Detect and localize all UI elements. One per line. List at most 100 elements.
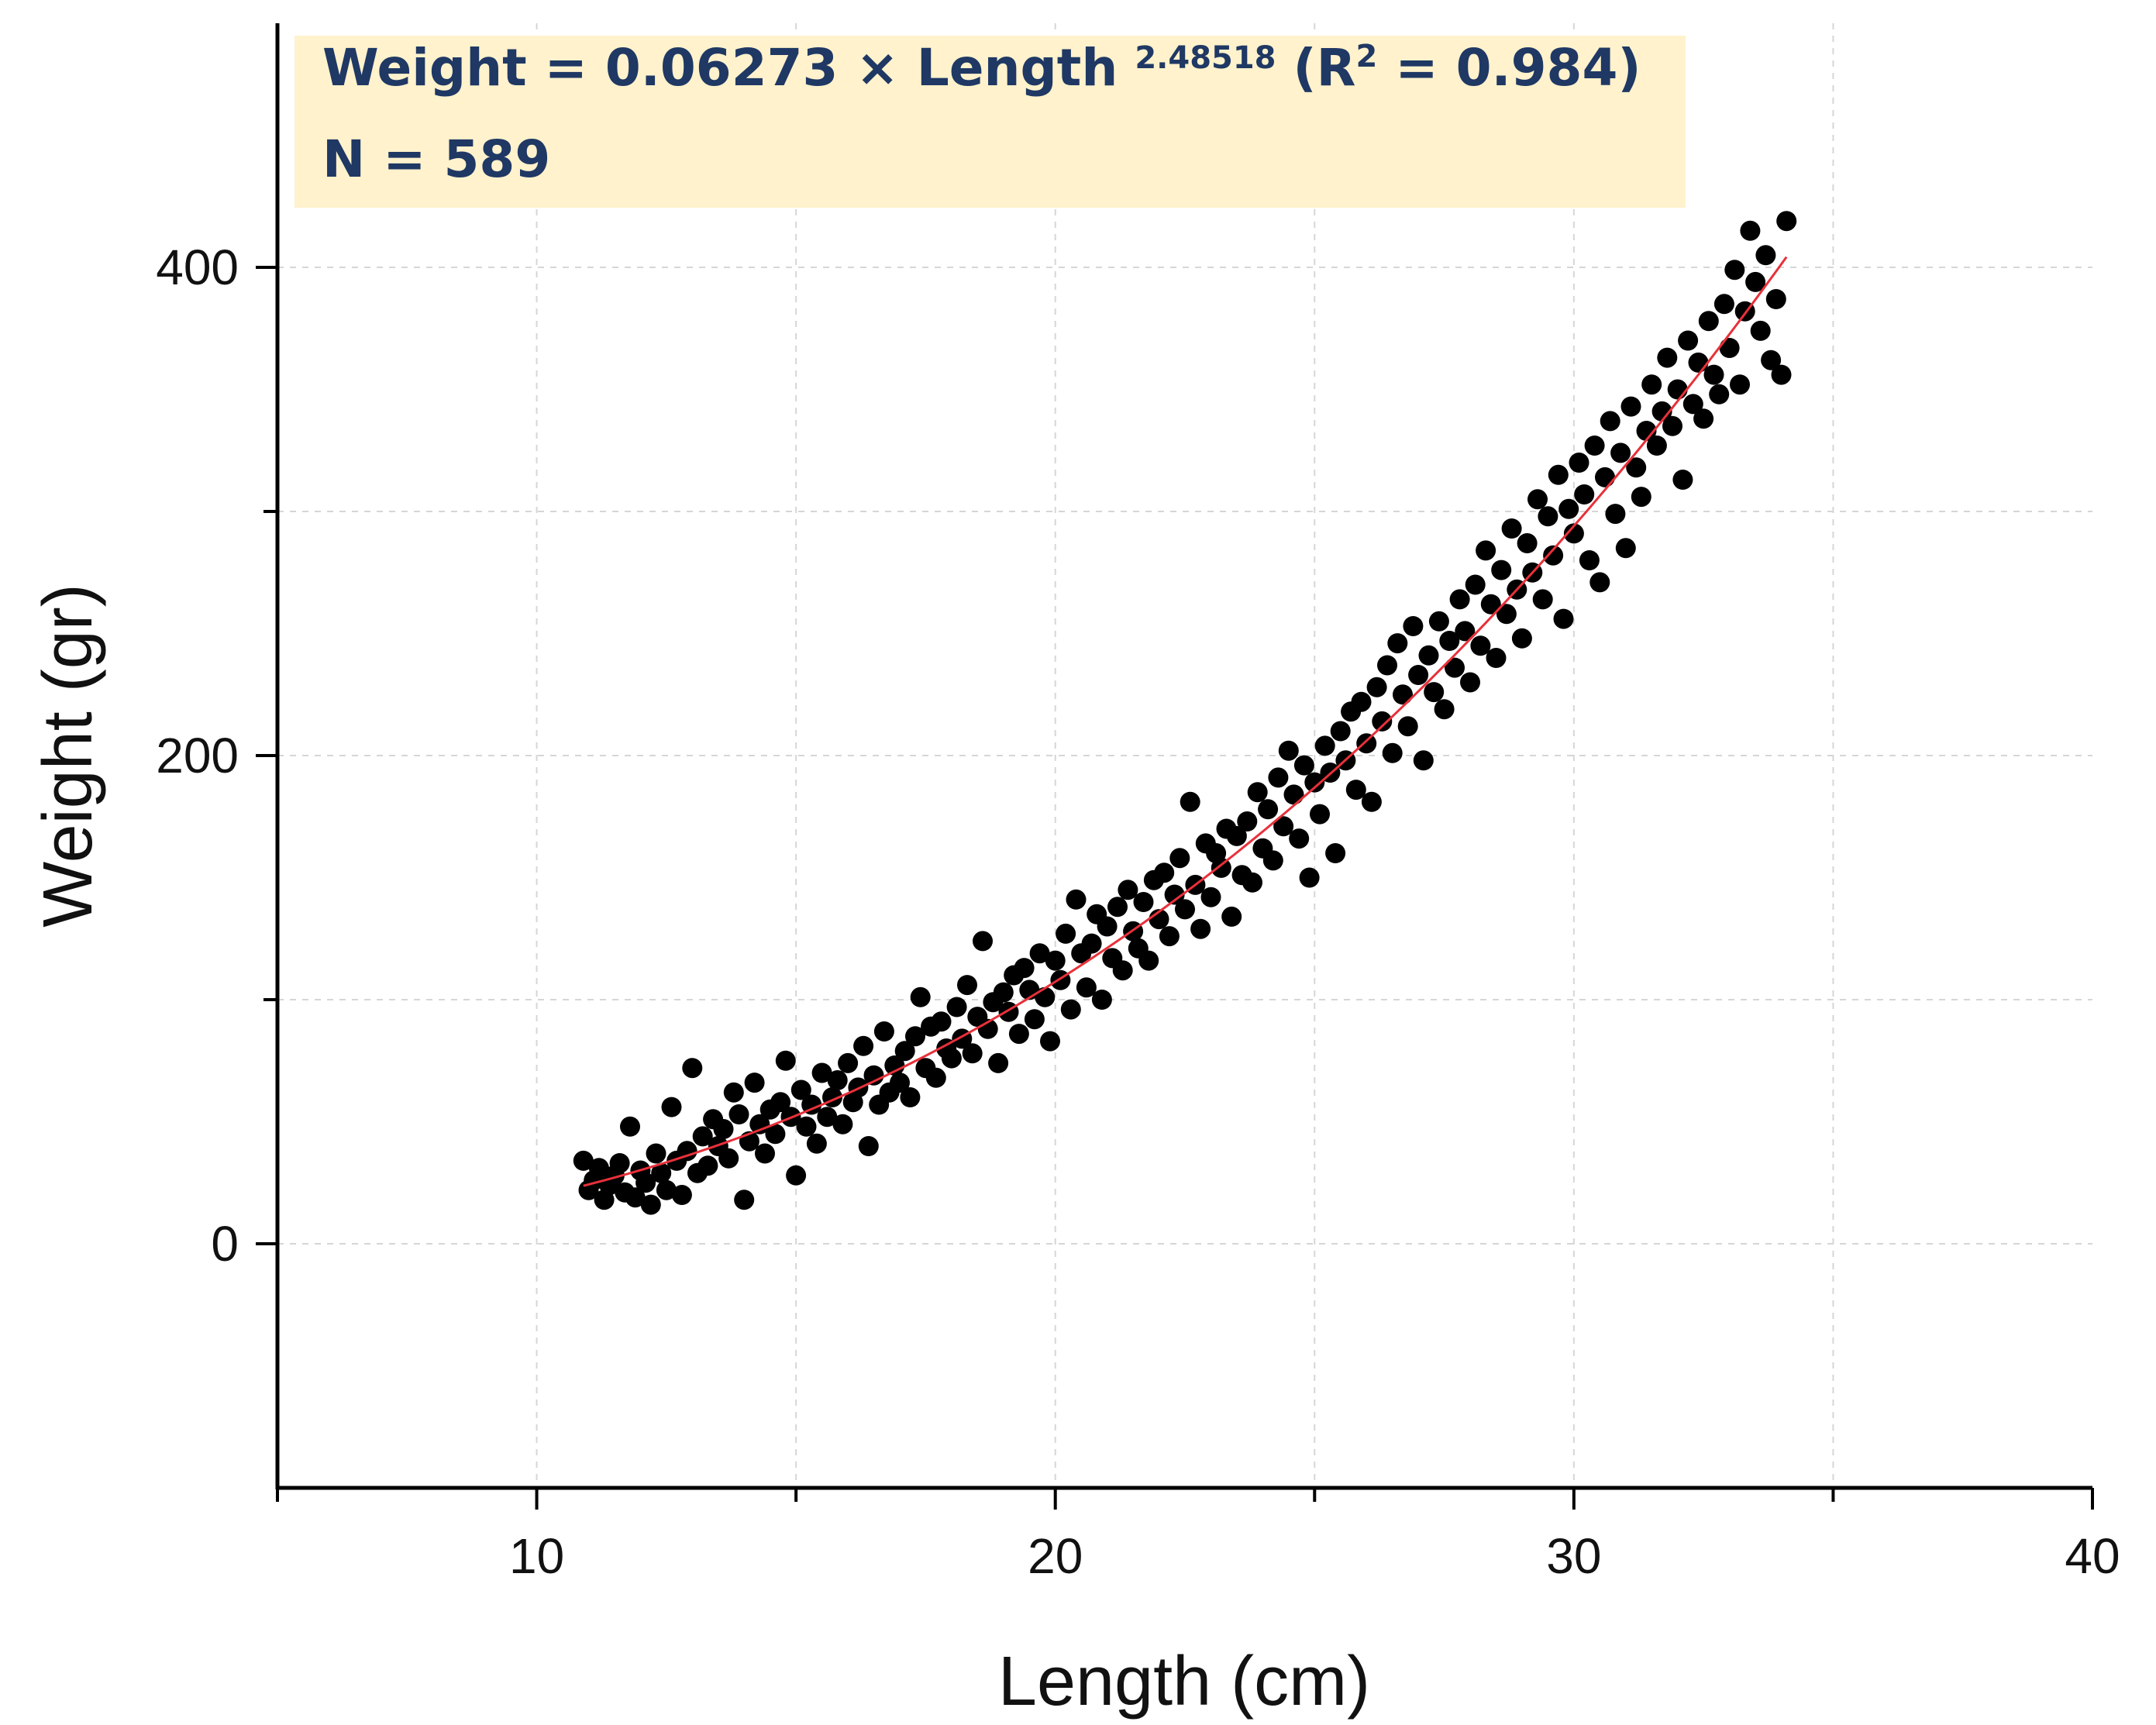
data-point [811,1062,832,1083]
r2-open: (R [1293,38,1356,98]
data-point [962,1043,983,1064]
data-point [1579,550,1600,570]
data-point [1538,506,1558,527]
data-point [1641,374,1662,395]
data-point [1361,791,1382,812]
grid-lines [277,23,2092,1488]
data-point [1283,784,1304,805]
data-point [1465,574,1486,595]
data-point [697,1155,718,1176]
data-point [1428,611,1449,632]
data-point [1563,523,1584,544]
data-point [1330,721,1351,742]
data-point [1081,933,1102,954]
data-point [853,1035,874,1056]
data-point [609,1153,630,1173]
data-point [1558,498,1579,519]
data-point [1413,750,1434,771]
x-tick-label: 40 [2065,1528,2120,1584]
data-point [1709,384,1730,405]
data-point [728,1104,749,1124]
data-point [1159,926,1180,947]
axes [256,23,2094,1510]
r2-superscript: 2 [1356,39,1378,74]
data-point [1589,572,1610,593]
data-point [1455,621,1476,642]
data-point [1470,635,1491,656]
fit-curve [583,256,1788,1187]
data-point [1408,665,1429,685]
data-point [620,1116,640,1137]
data-point [770,1092,791,1113]
data-point [1501,518,1522,539]
data-point [1325,843,1346,863]
data-point [1703,364,1724,385]
data-point [1351,691,1372,712]
data-point [1403,616,1424,636]
data-point [1445,657,1465,678]
data-point [858,1136,879,1156]
data-point [1345,780,1366,801]
data-point [1476,540,1496,561]
data-point [1527,489,1548,510]
data-point [1750,320,1771,341]
data-point [1164,884,1185,905]
data-point [1133,892,1154,912]
data-point [957,975,977,996]
data-point [1486,648,1507,668]
data-point [1626,457,1647,478]
data-point [1418,645,1439,666]
equation-text: Weight = 0.06273 × Length 2.48518 (R2 = 0.… [322,38,1641,98]
data-point [1180,791,1200,812]
data-point [692,1126,713,1147]
data-point [744,1073,765,1093]
data-point [1755,245,1776,266]
data-point [1190,918,1211,939]
data-point [941,1048,962,1069]
data-point [1610,442,1631,463]
data-point [1221,906,1242,927]
data-point [1366,677,1387,697]
data-point [1247,782,1268,803]
data-point [1636,421,1657,441]
data-point [1693,408,1714,429]
data-point [905,1026,925,1047]
data-point [625,1187,646,1208]
data-point [734,1190,755,1210]
data-point [1008,1024,1029,1045]
data-point [988,1052,1009,1073]
data-point [1730,374,1750,395]
data-point [1460,672,1480,693]
data-points [573,211,1797,1215]
data-point [1289,828,1310,849]
data-point [1532,589,1553,610]
data-point [1584,436,1605,456]
data-point [1076,977,1097,998]
data-point [1377,655,1397,676]
data-point [1724,260,1745,281]
data-point [1268,767,1289,788]
data-point [1154,862,1175,883]
data-point [1138,950,1159,971]
data-point [1491,560,1512,580]
data-point [1107,897,1128,918]
x-tick-label: 20 [1028,1528,1083,1584]
data-point [1029,943,1050,964]
data-point [1200,887,1221,907]
data-point [677,1141,697,1162]
data-point [1387,633,1408,654]
data-point [1605,504,1626,525]
data-point [1771,364,1792,385]
data-point [806,1133,827,1154]
data-point [1511,628,1532,649]
data-point [1682,394,1703,415]
data-point [1304,772,1325,793]
data-point [1449,589,1470,610]
data-point [900,1087,921,1107]
data-point [1262,850,1283,871]
data-point [1776,211,1797,232]
data-point [790,1079,811,1100]
x-tick-label: 10 [509,1528,564,1584]
data-point [801,1094,822,1115]
